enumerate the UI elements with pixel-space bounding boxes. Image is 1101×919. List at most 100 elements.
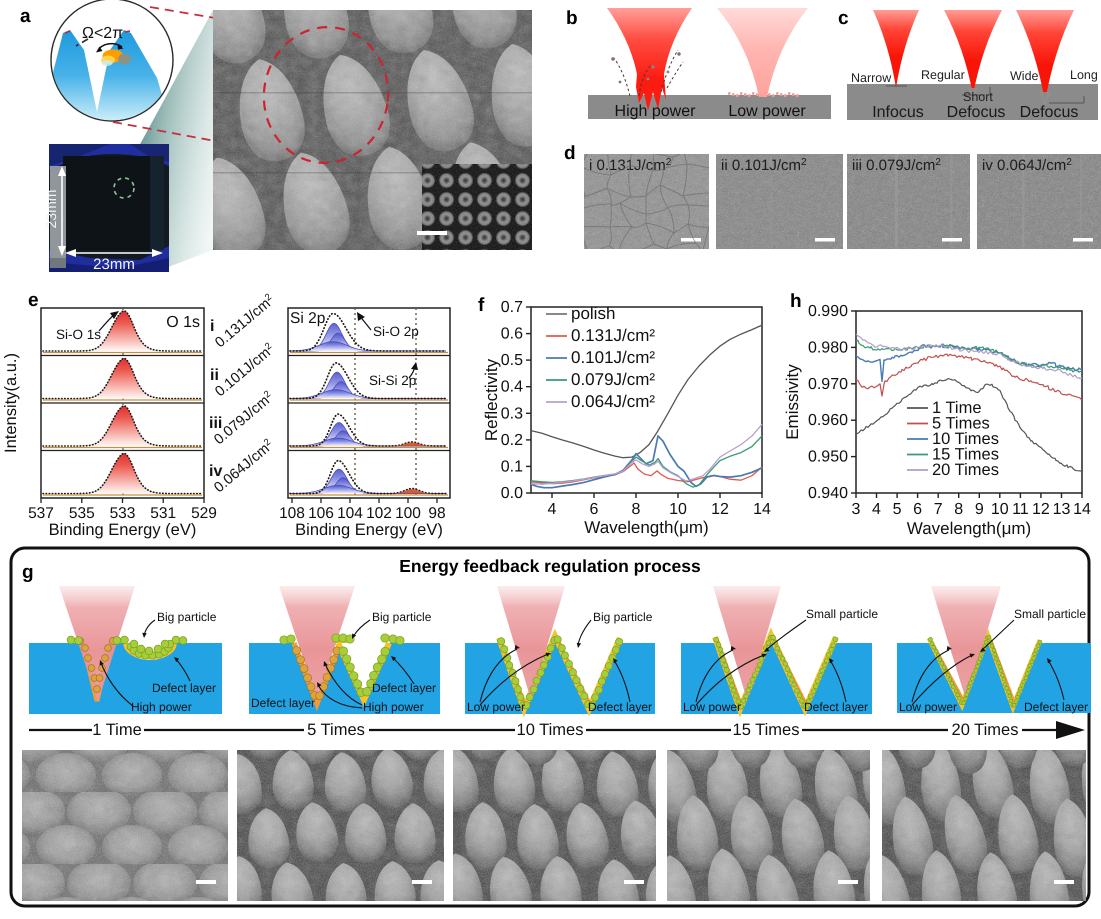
- svg-text:0.6: 0.6: [501, 326, 523, 343]
- svg-text:0.101J/cm²: 0.101J/cm²: [571, 348, 655, 367]
- svg-text:5 Times: 5 Times: [307, 721, 365, 739]
- svg-text:20 Times: 20 Times: [932, 461, 999, 479]
- svg-text:0.5: 0.5: [501, 352, 523, 369]
- svg-text:1 Time: 1 Time: [932, 399, 982, 417]
- svg-text:0.4: 0.4: [501, 379, 523, 396]
- svg-text:6: 6: [913, 501, 922, 518]
- svg-text:Defect layer: Defect layer: [372, 681, 436, 695]
- svg-text:5: 5: [893, 501, 902, 518]
- svg-text:15 Times: 15 Times: [733, 721, 800, 739]
- svg-text:g: g: [22, 562, 34, 583]
- svg-text:535: 535: [69, 505, 95, 522]
- svg-text:h: h: [790, 291, 802, 312]
- svg-text:0.970: 0.970: [808, 376, 848, 393]
- svg-text:6: 6: [590, 501, 599, 518]
- svg-text:0.1: 0.1: [501, 458, 523, 475]
- svg-text:98: 98: [428, 505, 445, 522]
- svg-text:Wavelength(μm): Wavelength(μm): [584, 518, 708, 537]
- svg-text:Si-O 1s: Si-O 1s: [56, 327, 101, 342]
- svg-text:4: 4: [872, 501, 881, 518]
- svg-text:537: 537: [28, 505, 54, 522]
- svg-text:d: d: [564, 143, 576, 164]
- svg-text:10 Times: 10 Times: [932, 430, 999, 448]
- svg-text:8: 8: [954, 501, 963, 518]
- svg-text:10: 10: [669, 501, 687, 518]
- svg-text:8: 8: [632, 501, 641, 518]
- svg-text:0.7: 0.7: [501, 299, 523, 316]
- svg-text:0.950: 0.950: [808, 449, 848, 466]
- svg-text:e: e: [28, 290, 39, 311]
- svg-text:529: 529: [191, 505, 217, 522]
- svg-text:102: 102: [366, 505, 392, 522]
- svg-text:Long: Long: [1070, 68, 1098, 82]
- svg-text:0.940: 0.940: [808, 485, 848, 502]
- svg-text:Defect layer: Defect layer: [804, 700, 868, 714]
- svg-text:Wide: Wide: [1010, 69, 1039, 83]
- svg-text:13: 13: [1053, 501, 1071, 518]
- svg-text:Wavelength(μm): Wavelength(μm): [907, 519, 1031, 538]
- svg-text:12: 12: [1032, 501, 1050, 518]
- svg-text:7: 7: [934, 501, 943, 518]
- svg-text:0.960: 0.960: [808, 412, 848, 429]
- svg-text:531: 531: [150, 505, 176, 522]
- svg-text:Low power: Low power: [728, 103, 806, 120]
- svg-text:0.990: 0.990: [808, 303, 848, 320]
- svg-text:Low power: Low power: [683, 700, 741, 714]
- svg-text:Ω<2π: Ω<2π: [82, 25, 123, 42]
- svg-text:iii 0.079J/cm2: iii 0.079J/cm2: [852, 157, 941, 174]
- svg-text:0.980: 0.980: [808, 339, 848, 356]
- svg-text:23mm: 23mm: [43, 190, 59, 229]
- svg-text:3: 3: [852, 501, 861, 518]
- svg-text:0.079J/cm²: 0.079J/cm²: [571, 370, 655, 389]
- svg-text:14: 14: [1073, 501, 1091, 518]
- svg-text:iv: iv: [209, 463, 222, 480]
- svg-text:5 Times: 5 Times: [932, 415, 990, 433]
- svg-text:i: i: [210, 318, 214, 335]
- svg-text:20 Times: 20 Times: [952, 721, 1019, 739]
- svg-text:0.2: 0.2: [501, 432, 523, 449]
- svg-text:Narrow: Narrow: [851, 71, 892, 85]
- svg-text:Big particle: Big particle: [157, 610, 217, 624]
- svg-text:ii 0.101J/cm2: ii 0.101J/cm2: [721, 157, 807, 174]
- svg-text:polish: polish: [571, 304, 615, 323]
- svg-text:0.131J/cm²: 0.131J/cm²: [571, 326, 655, 345]
- svg-text:108: 108: [279, 505, 305, 522]
- svg-text:Big particle: Big particle: [593, 610, 653, 624]
- svg-text:23mm: 23mm: [93, 256, 135, 273]
- svg-text:Binding Energy (eV): Binding Energy (eV): [49, 521, 197, 539]
- svg-text:533: 533: [110, 505, 136, 522]
- svg-text:Defocus: Defocus: [947, 104, 1006, 121]
- svg-text:iii: iii: [209, 415, 222, 432]
- svg-text:Defect layer: Defect layer: [152, 681, 216, 695]
- svg-text:9: 9: [975, 501, 984, 518]
- svg-text:10 Times: 10 Times: [517, 721, 584, 739]
- svg-text:Si-O 2p: Si-O 2p: [373, 324, 419, 339]
- svg-text:Short: Short: [963, 90, 993, 104]
- svg-text:c: c: [838, 8, 849, 29]
- svg-text:Small particle: Small particle: [806, 607, 878, 621]
- svg-text:Infocus: Infocus: [872, 104, 924, 121]
- svg-text:ii: ii: [210, 367, 219, 384]
- svg-text:14: 14: [753, 501, 771, 518]
- svg-text:104: 104: [337, 505, 363, 522]
- svg-text:Defect layer: Defect layer: [588, 700, 652, 714]
- svg-text:0.3: 0.3: [501, 405, 523, 422]
- svg-text:Emissivity: Emissivity: [783, 364, 802, 440]
- svg-text:106: 106: [308, 505, 334, 522]
- svg-text:4: 4: [548, 501, 557, 518]
- svg-text:Defocus: Defocus: [1020, 104, 1079, 121]
- svg-text:Si 2p: Si 2p: [290, 310, 325, 327]
- svg-text:O 1s: O 1s: [166, 314, 200, 331]
- svg-text:High power: High power: [615, 103, 697, 120]
- svg-text:Intensity(a.u.): Intensity(a.u.): [2, 353, 20, 453]
- svg-text:Big particle: Big particle: [372, 610, 432, 624]
- svg-text:100: 100: [395, 505, 421, 522]
- svg-text:15 Times: 15 Times: [932, 446, 999, 464]
- svg-text:Energy feedback regulation pro: Energy feedback regulation process: [399, 556, 701, 576]
- svg-text:Binding Energy (eV): Binding Energy (eV): [295, 521, 443, 539]
- svg-text:Regular: Regular: [921, 68, 965, 82]
- svg-text:f: f: [478, 295, 485, 316]
- svg-text:11: 11: [1012, 501, 1029, 518]
- svg-text:0.064J/cm²: 0.064J/cm²: [571, 392, 655, 411]
- svg-text:b: b: [566, 8, 578, 29]
